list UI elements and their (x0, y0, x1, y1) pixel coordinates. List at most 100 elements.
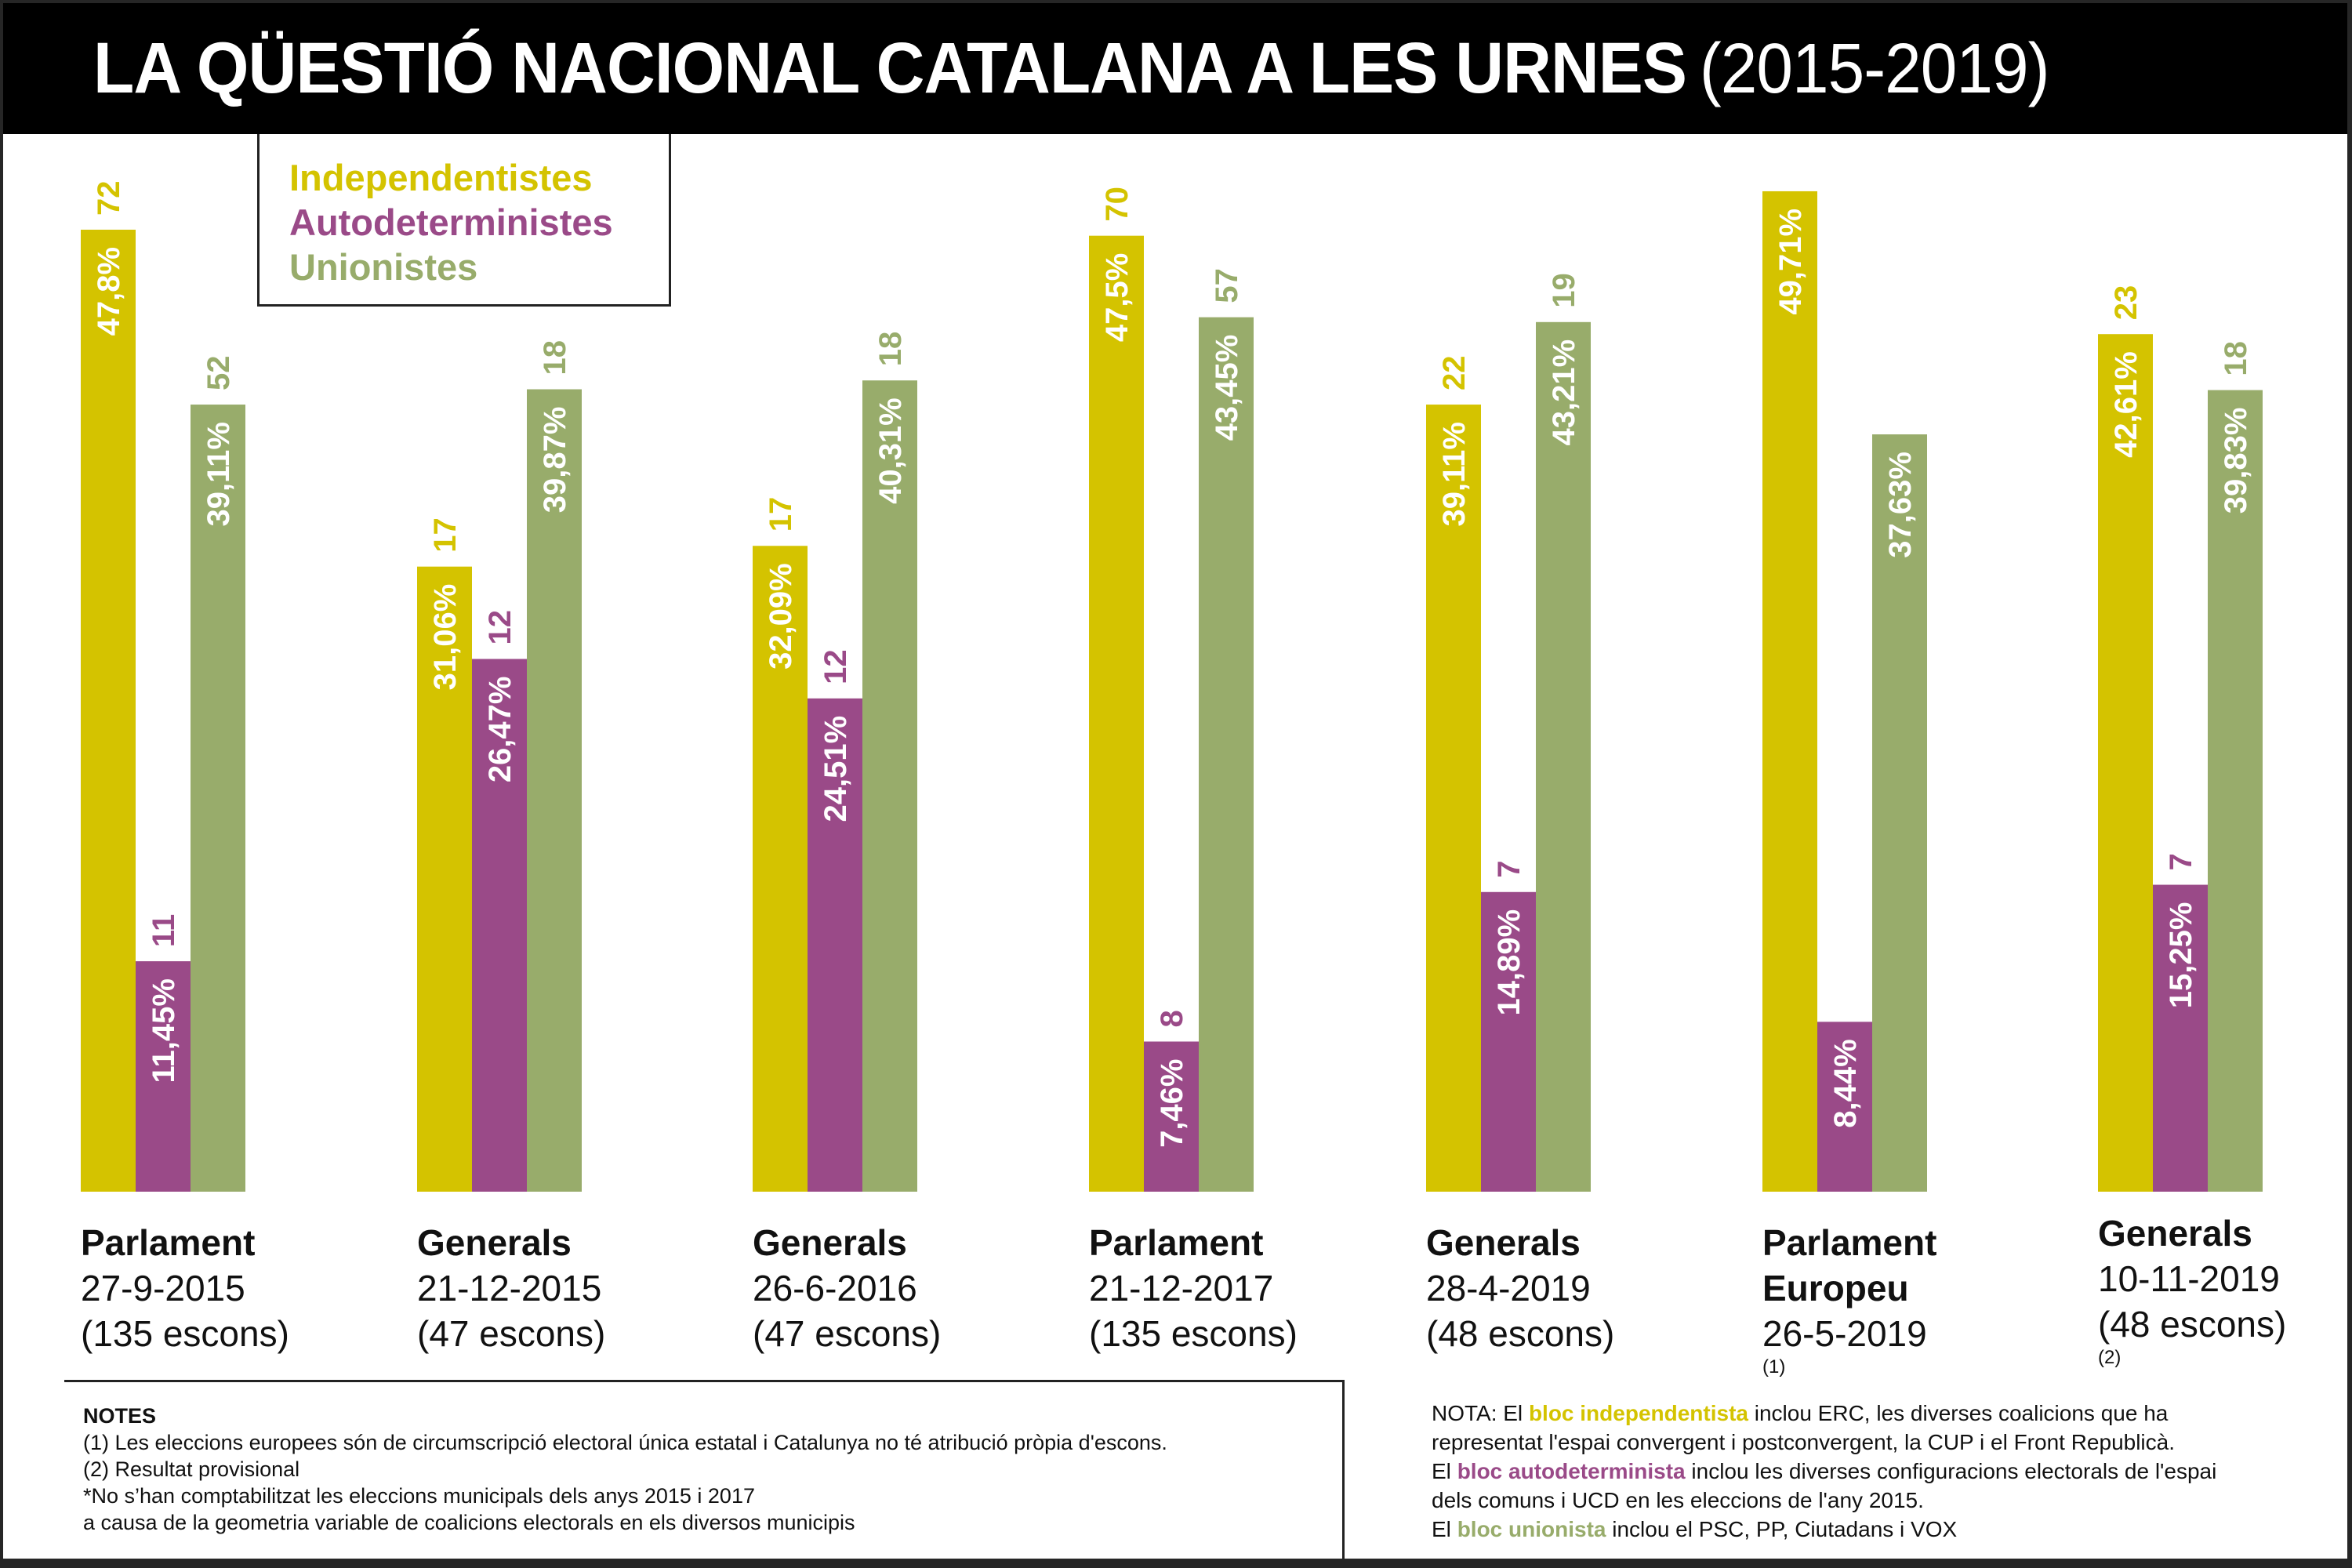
value-label-independentistes-0: 47,8% (92, 247, 126, 336)
election-type: Generals (2098, 1213, 2252, 1254)
category-label: Generals 10-11-2019 (48 escons) (2) (2098, 1210, 2286, 1369)
bar-autodeterministes-1 (472, 659, 527, 1192)
seats-label-independentistes-4: 22 (1437, 356, 1472, 391)
value-label-unionistes-6: 39,83% (2219, 408, 2253, 514)
election-type-line2: Europeu (1762, 1268, 1909, 1308)
seats-label-autodeterministes-0: 11 (147, 914, 181, 947)
highlight-bloc-autodeterminista: bloc autodeterminista (1457, 1459, 1686, 1483)
bar-unionistes-2 (862, 380, 917, 1192)
total-seats: (48 escons) (1426, 1313, 1615, 1354)
nota-text: inclou les diverses configuracions elect… (1685, 1459, 2217, 1483)
seats-label-unionistes-3: 57 (1210, 268, 1244, 303)
legend-item-unionistes: Unionistes (289, 246, 478, 288)
title-main: LA QÜESTIÓ NACIONAL CATALANA A LES URNES (93, 28, 1687, 108)
election-type: Generals (1426, 1222, 1581, 1263)
infographic-frame: LA QÜESTIÓ NACIONAL CATALANA A LES URNES… (3, 3, 2347, 1559)
notes-box: NOTES (1) Les eleccions europees són de … (64, 1380, 1345, 1559)
category-label: Generals 21-12-2015 (47 escons) (417, 1220, 605, 1356)
value-label-unionistes-2: 40,31% (873, 397, 908, 504)
legend-item-independentistes: Independentistes (289, 157, 593, 198)
nota-line-3: El bloc autodeterminista inclou les dive… (1432, 1457, 2333, 1486)
election-date: 27-9-2015 (81, 1268, 245, 1308)
value-label-independentistes-5: 49,71% (1773, 209, 1808, 315)
note-line: *No s’han comptabilitzat les eleccions m… (83, 1484, 755, 1508)
nota-line-2: representat l'espai convergent i postcon… (1432, 1430, 2176, 1454)
bar-independentistes-4 (1426, 405, 1481, 1192)
footnote-ref: (2) (2098, 1347, 2122, 1368)
total-seats: (47 escons) (753, 1313, 942, 1354)
category-label: Generals 28-4-2019 (48 escons) (1426, 1220, 1614, 1356)
bar-independentistes-0 (81, 229, 136, 1192)
election-date: 21-12-2017 (1089, 1268, 1274, 1308)
election-date: 28-4-2019 (1426, 1268, 1591, 1308)
seats-label-unionistes-0: 52 (201, 356, 236, 391)
seats-label-autodeterministes-1: 12 (483, 610, 517, 645)
seats-label-autodeterministes-6: 7 (2164, 853, 2198, 870)
bar-independentistes-6 (2098, 334, 2153, 1192)
nota-text: NOTA: El (1432, 1401, 1529, 1425)
title-bar: LA QÜESTIÓ NACIONAL CATALANA A LES URNES… (3, 3, 2347, 134)
election-date: 26-5-2019 (1762, 1313, 1927, 1354)
total-seats: (135 escons) (81, 1313, 289, 1354)
nota-text: El (1432, 1459, 1457, 1483)
seats-label-autodeterministes-3: 8 (1155, 1010, 1189, 1027)
seats-label-unionistes-4: 19 (1547, 273, 1581, 308)
bar-autodeterministes-3 (1144, 1041, 1199, 1192)
highlight-bloc-unionista: bloc unionista (1457, 1517, 1606, 1541)
legend-item-autodeterministes: Autodeterministes (289, 201, 613, 243)
bloc-definitions-note: NOTA: El bloc independentista inclou ERC… (1432, 1399, 2333, 1544)
total-seats: (135 escons) (1089, 1313, 1298, 1354)
note-line: (1) Les eleccions europees són de circum… (83, 1431, 1167, 1454)
election-type: Generals (753, 1222, 907, 1263)
election-date: 26-6-2016 (753, 1268, 917, 1308)
legend: Independentistes Autodeterministes Union… (257, 134, 671, 307)
seats-label-unionistes-1: 18 (538, 340, 572, 376)
bar-unionistes-5 (1872, 434, 1927, 1192)
value-label-independentistes-2: 32,09% (764, 563, 798, 670)
seats-label-independentistes-1: 17 (428, 517, 463, 553)
note-line: (2) Resultat provisional (83, 1457, 300, 1481)
bar-autodeterministes-0 (136, 961, 191, 1192)
seats-label-unionistes-2: 18 (873, 332, 908, 367)
title-years: (2015-2019) (1699, 30, 2050, 108)
seats-label-independentistes-2: 17 (764, 497, 798, 532)
total-seats: (47 escons) (417, 1313, 606, 1354)
value-label-unionistes-5: 37,63% (1883, 452, 1918, 558)
seats-label-unionistes-6: 18 (2219, 341, 2253, 376)
nota-line-1: NOTA: El bloc independentista inclou ERC… (1432, 1399, 2333, 1428)
total-seats: (48 escons) (2098, 1304, 2287, 1345)
category-label: Parlament 21-12-2017 (135 escons) (1089, 1220, 1298, 1356)
value-label-unionistes-0: 39,11% (201, 422, 236, 526)
bar-unionistes-6 (2208, 390, 2263, 1192)
note-line: a causa de la geometria variable de coal… (83, 1511, 855, 1534)
nota-line-4: dels comuns i UCD en les eleccions de l'… (1432, 1488, 1924, 1512)
election-type: Parlament (81, 1222, 256, 1263)
value-label-independentistes-6: 42,61% (2109, 351, 2143, 458)
bar-unionistes-4 (1536, 321, 1591, 1192)
value-label-independentistes-4: 39,11% (1437, 422, 1472, 526)
election-date: 10-11-2019 (2098, 1258, 2280, 1299)
bar-independentistes-3 (1089, 235, 1144, 1192)
category-label: Parlament Europeu 26-5-2019 (1) (1762, 1220, 1936, 1378)
category-label: Parlament 27-9-2015 (135 escons) (81, 1220, 289, 1356)
election-type: Generals (417, 1222, 572, 1263)
bar-independentistes-5 (1762, 191, 1817, 1192)
value-label-independentistes-3: 47,5% (1100, 253, 1134, 342)
seats-label-autodeterministes-4: 7 (1492, 861, 1526, 878)
bar-autodeterministes-2 (808, 698, 862, 1192)
footnote-ref: (1) (1762, 1356, 1786, 1377)
seats-label-independentistes-3: 70 (1100, 187, 1134, 222)
value-label-unionistes-4: 43,21% (1547, 339, 1581, 446)
value-label-autodeterministes-1: 26,47% (483, 677, 517, 783)
election-type: Parlament (1762, 1222, 1937, 1263)
bar-autodeterministes-4 (1481, 891, 1536, 1192)
value-label-independentistes-1: 31,06% (428, 584, 463, 691)
value-label-autodeterministes-3: 7,46% (1155, 1059, 1189, 1148)
highlight-bloc-independentista: bloc independentista (1528, 1401, 1748, 1425)
value-label-unionistes-1: 39,87% (538, 407, 572, 514)
value-label-autodeterministes-2: 24,51% (818, 716, 853, 822)
bar-chart: 47,8% 72 31,06% 17 32,09% 17 47,5% 70 39,11% 22 49… (81, 180, 2263, 1192)
election-date: 21-12-2015 (417, 1268, 602, 1308)
value-label-unionistes-3: 43,45% (1210, 335, 1244, 441)
election-type: Parlament (1089, 1222, 1264, 1263)
